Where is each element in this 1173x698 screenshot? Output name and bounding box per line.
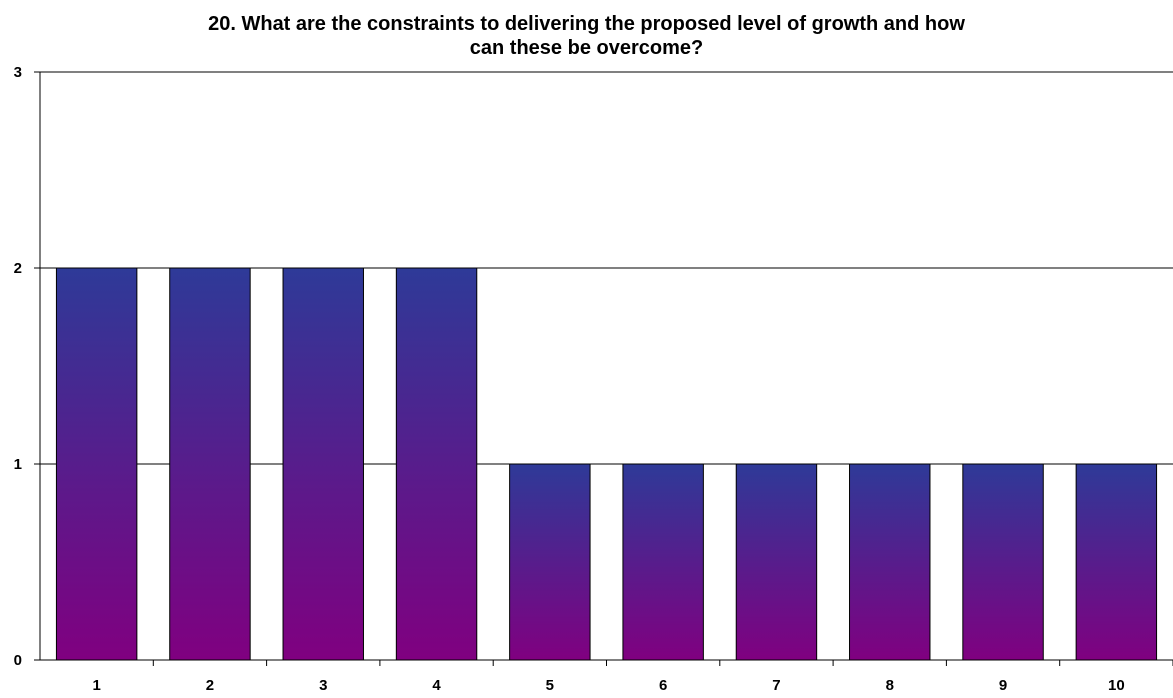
y-tick-label-0: 0 <box>14 652 22 669</box>
x-tick-label-7: 7 <box>772 677 780 694</box>
chart-title: 20. What are the constraints to deliveri… <box>0 12 1173 60</box>
bar-9 <box>962 463 1044 661</box>
bars <box>55 267 1158 661</box>
bar-4 <box>395 267 478 661</box>
x-tick-label-4: 4 <box>432 677 441 694</box>
x-tick-label-5: 5 <box>546 677 554 694</box>
x-tick-label-3: 3 <box>319 677 327 694</box>
x-tick-label-2: 2 <box>206 677 214 694</box>
chart-title-line-2: can these be overcome? <box>469 37 704 59</box>
bar-2 <box>169 267 251 661</box>
bar-5 <box>509 463 591 661</box>
bar-8 <box>849 463 931 661</box>
chart-title-line-1: 20. What are the constraints to deliveri… <box>208 13 965 35</box>
bar-6 <box>622 463 704 661</box>
x-tick-label-10: 10 <box>1108 677 1125 694</box>
bar-1 <box>55 267 138 661</box>
y-tick-label-1: 1 <box>14 456 22 473</box>
axes <box>34 71 1173 666</box>
x-tick-label-9: 9 <box>999 677 1007 694</box>
bar-3 <box>282 267 364 661</box>
bar-7 <box>735 463 818 661</box>
x-tick-label-6: 6 <box>659 677 667 694</box>
y-tick-label-3: 3 <box>14 64 22 81</box>
bar-10 <box>1075 463 1158 661</box>
y-tick-label-2: 2 <box>14 260 22 277</box>
tick-labels: 0 1 2 3 1 2 3 4 5 6 7 8 9 10 <box>14 64 1125 694</box>
x-tick-label-8: 8 <box>886 677 894 694</box>
x-tick-label-1: 1 <box>92 677 100 694</box>
